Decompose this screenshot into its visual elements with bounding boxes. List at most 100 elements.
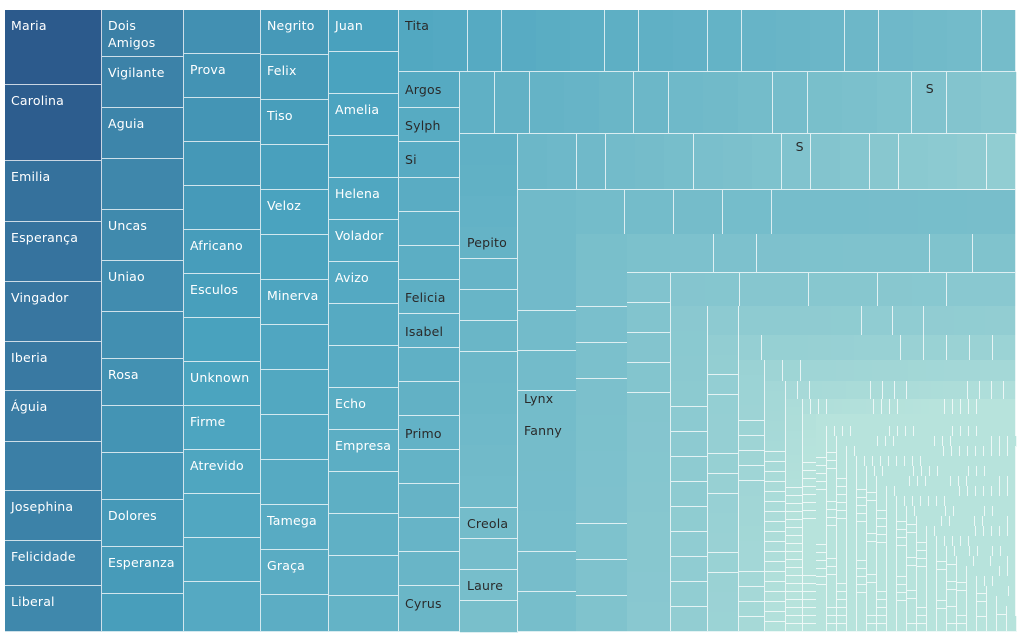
treemap-cell[interactable] <box>920 414 929 427</box>
cell--unlabeled-[interactable] <box>261 595 329 632</box>
treemap-cell[interactable] <box>713 234 758 274</box>
treemap-cell[interactable] <box>638 10 674 72</box>
treemap-cell[interactable] <box>992 414 1001 427</box>
treemap-cell[interactable] <box>399 450 460 484</box>
treemap-cell[interactable] <box>896 624 908 633</box>
treemap-cell[interactable] <box>886 234 931 274</box>
treemap-cell[interactable] <box>892 306 925 336</box>
treemap-cell[interactable] <box>878 10 914 72</box>
treemap-cell[interactable] <box>808 272 844 307</box>
treemap-cell[interactable] <box>738 306 770 336</box>
treemap-cell[interactable] <box>703 72 739 134</box>
treemap-cell[interactable] <box>739 272 775 307</box>
cell-rosa[interactable] <box>102 359 184 406</box>
treemap-cell[interactable] <box>518 390 577 432</box>
treemap-cell[interactable] <box>670 331 709 357</box>
treemap-cell[interactable] <box>738 541 766 557</box>
treemap-cell[interactable] <box>576 559 628 597</box>
treemap-cell[interactable] <box>756 234 801 274</box>
treemap-cell[interactable] <box>764 561 787 573</box>
treemap-cell[interactable] <box>944 399 954 415</box>
cell-dois-amigos[interactable] <box>102 10 184 57</box>
treemap-cell[interactable] <box>968 399 978 415</box>
treemap-cell[interactable] <box>808 335 832 361</box>
cell-felix[interactable] <box>261 55 329 100</box>
treemap-cell[interactable] <box>627 272 672 304</box>
treemap-cell[interactable] <box>955 381 969 400</box>
cell--unlabeled-[interactable] <box>329 52 399 94</box>
cell--unlabeled-[interactable] <box>5 442 102 491</box>
cell--unlabeled-[interactable] <box>102 312 184 359</box>
cell-vingador[interactable] <box>5 282 102 342</box>
cell-atrevido[interactable] <box>184 450 261 494</box>
treemap-cell[interactable] <box>668 72 704 134</box>
cell--unlabeled-[interactable] <box>329 596 399 632</box>
treemap-cell[interactable] <box>673 10 708 72</box>
treemap-cell[interactable] <box>460 289 518 322</box>
treemap-cell[interactable] <box>926 624 938 633</box>
cell--unlabeled-[interactable] <box>184 98 261 142</box>
treemap-cell[interactable] <box>900 335 925 361</box>
treemap-cell[interactable] <box>738 375 766 391</box>
treemap-cell[interactable] <box>460 320 518 353</box>
cell-cyrus[interactable] <box>399 586 460 632</box>
treemap-cell[interactable] <box>460 258 518 291</box>
treemap-cell[interactable] <box>670 581 709 608</box>
treemap-cell[interactable] <box>707 335 740 356</box>
treemap-cell[interactable] <box>781 134 812 190</box>
treemap-cell[interactable] <box>836 623 848 633</box>
cell-liberal[interactable] <box>5 586 102 632</box>
treemap-cell[interactable] <box>707 414 740 435</box>
cell--unlabeled-[interactable] <box>184 142 261 186</box>
treemap-cell[interactable] <box>670 272 706 307</box>
treemap-cell[interactable] <box>832 414 841 427</box>
treemap-cell[interactable] <box>1007 486 1017 497</box>
treemap-cell[interactable] <box>919 381 932 400</box>
treemap-cell[interactable] <box>741 10 777 72</box>
cell--unlabeled-[interactable] <box>261 370 329 415</box>
treemap-cell[interactable] <box>576 415 628 452</box>
treemap-cell[interactable] <box>1008 496 1017 507</box>
treemap-cell[interactable] <box>923 335 948 361</box>
treemap-cell[interactable] <box>908 360 927 382</box>
treemap-cell[interactable] <box>576 306 628 344</box>
treemap-cell[interactable] <box>670 506 709 533</box>
treemap-cell[interactable] <box>673 190 724 235</box>
treemap-cell[interactable] <box>518 350 577 392</box>
cell--unlabeled-[interactable] <box>261 145 329 190</box>
treemap-cell[interactable] <box>664 134 695 190</box>
treemap-cell[interactable] <box>800 234 844 274</box>
treemap-cell[interactable] <box>599 72 635 134</box>
treemap-cell[interactable] <box>960 414 969 427</box>
cell--unlabeled-[interactable] <box>184 494 261 538</box>
treemap-cell[interactable] <box>916 623 928 633</box>
cell--unlabeled-[interactable] <box>184 582 261 632</box>
treemap-cell[interactable] <box>976 624 988 633</box>
treemap-cell[interactable] <box>764 481 787 493</box>
treemap-cell[interactable] <box>764 511 787 523</box>
treemap-cell[interactable] <box>738 360 766 376</box>
treemap-cell[interactable] <box>494 72 530 134</box>
treemap-cell[interactable] <box>888 414 897 427</box>
cell-si[interactable] <box>399 142 460 178</box>
treemap-cell[interactable] <box>906 381 920 400</box>
cell-emilia[interactable] <box>5 161 102 222</box>
treemap-cell[interactable] <box>980 360 999 382</box>
treemap-cell[interactable] <box>460 165 518 197</box>
treemap-cell[interactable] <box>1006 616 1018 625</box>
treemap-cell[interactable] <box>627 512 672 543</box>
treemap-cell[interactable] <box>707 612 740 633</box>
treemap-cell[interactable] <box>897 399 906 415</box>
treemap-cell[interactable] <box>764 421 787 432</box>
treemap-cell[interactable] <box>738 586 766 603</box>
treemap-cell[interactable] <box>816 624 828 633</box>
treemap-cell[interactable] <box>764 571 787 583</box>
treemap-cell[interactable] <box>984 414 993 427</box>
treemap-cell[interactable] <box>738 405 766 422</box>
treemap-cell[interactable] <box>605 134 636 190</box>
treemap-cell[interactable] <box>912 414 921 427</box>
treemap-cell[interactable] <box>896 414 905 427</box>
treemap-cell[interactable] <box>1007 446 1017 457</box>
treemap-cell[interactable] <box>968 414 977 427</box>
treemap-cell[interactable] <box>518 471 577 512</box>
